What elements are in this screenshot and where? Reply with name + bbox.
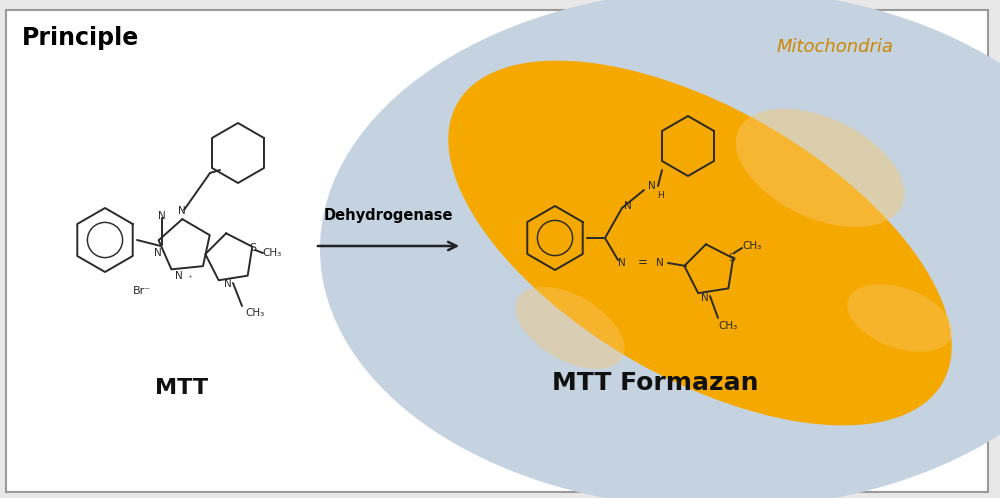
Text: MTT: MTT (155, 378, 209, 398)
Text: N: N (224, 279, 232, 289)
Text: Br⁻: Br⁻ (133, 286, 151, 296)
Text: N: N (618, 258, 626, 268)
Text: N: N (648, 181, 656, 191)
Text: CH₃: CH₃ (742, 241, 762, 251)
Polygon shape (77, 208, 133, 272)
Text: Dehydrogenase: Dehydrogenase (323, 208, 453, 223)
Text: CH₃: CH₃ (718, 321, 738, 331)
Text: H: H (658, 191, 664, 200)
Polygon shape (212, 123, 264, 183)
FancyBboxPatch shape (6, 10, 988, 492)
Text: S: S (249, 243, 257, 253)
Polygon shape (205, 233, 252, 280)
Text: N: N (701, 293, 709, 303)
Text: ⁺: ⁺ (188, 273, 192, 282)
Text: N: N (175, 271, 183, 281)
Polygon shape (159, 219, 210, 269)
Text: Mitochondria: Mitochondria (777, 38, 893, 56)
Text: =: = (638, 256, 648, 269)
Text: Principle: Principle (22, 26, 139, 50)
Text: N: N (178, 206, 186, 216)
Text: N: N (624, 201, 632, 211)
Text: CH₃: CH₃ (245, 308, 265, 318)
Text: CH₃: CH₃ (262, 248, 282, 258)
Text: N: N (154, 248, 162, 258)
Text: MTT Formazan: MTT Formazan (552, 371, 758, 395)
Ellipse shape (320, 0, 1000, 498)
Ellipse shape (448, 61, 952, 425)
Ellipse shape (847, 284, 953, 352)
Text: N: N (656, 258, 664, 268)
Text: S: S (728, 253, 736, 263)
Ellipse shape (516, 287, 624, 369)
Ellipse shape (736, 109, 904, 227)
Text: N: N (158, 211, 166, 221)
